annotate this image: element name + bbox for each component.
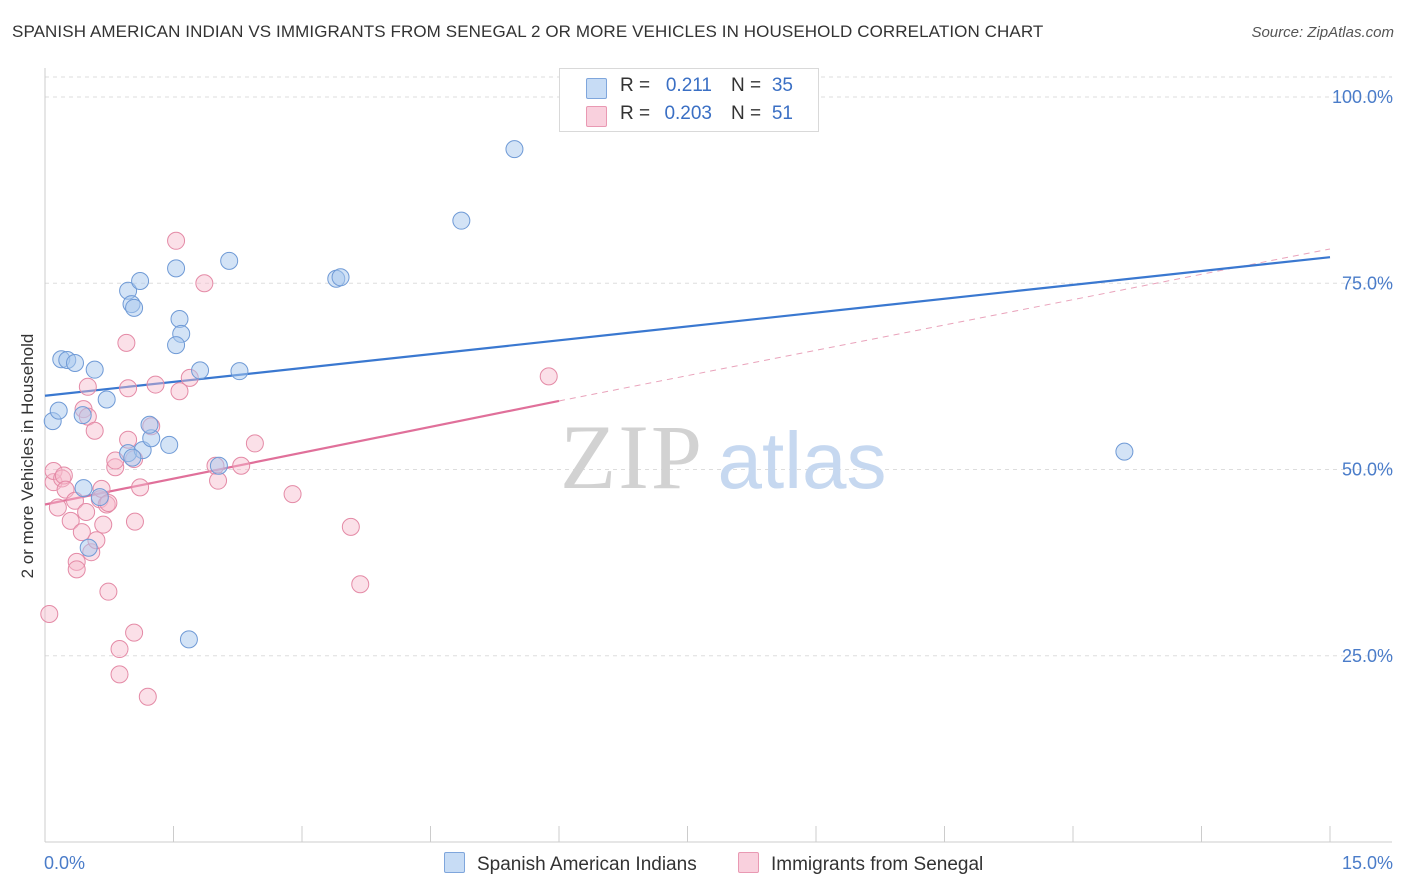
legend-r-label: R = [620, 103, 651, 124]
point-immigrants-from-senegal [131, 478, 150, 497]
point-immigrants-from-senegal [48, 498, 67, 517]
data-points [40, 140, 1134, 706]
y-tick-label: 25.0% [1342, 646, 1393, 666]
point-spanish-american-indians [97, 390, 116, 409]
point-immigrants-from-senegal [138, 687, 157, 706]
point-immigrants-from-senegal [65, 491, 84, 510]
legend-r-value: 0.211 [665, 75, 712, 96]
point-spanish-american-indians [331, 268, 350, 287]
trend-lines [44, 248, 1331, 506]
point-spanish-american-indians [170, 310, 189, 329]
point-immigrants-from-senegal [125, 623, 144, 642]
point-spanish-american-indians [49, 401, 68, 420]
point-spanish-american-indians [167, 259, 186, 278]
legend-n-label: N = [731, 75, 762, 96]
point-immigrants-from-senegal [61, 511, 80, 530]
x-tick-label: 0.0% [44, 853, 85, 873]
point-immigrants-from-senegal [78, 377, 97, 396]
point-immigrants-from-senegal [283, 485, 302, 504]
bottom-legend-spanish-american-indians: Spanish American Indians [444, 852, 697, 876]
trend-line-immigrants-from-senegal [44, 399, 560, 506]
legend-r-label: R = [620, 75, 651, 96]
chart-title: SPANISH AMERICAN INDIAN VS IMMIGRANTS FR… [12, 22, 1044, 41]
point-immigrants-from-senegal [85, 421, 104, 440]
bottom-legend-immigrants-from-senegal: Immigrants from Senegal [738, 852, 983, 876]
tick-labels: 25.0% 50.0% 75.0% 100.0% 0.0% 15.0% [44, 87, 1393, 873]
point-spanish-american-indians [167, 336, 186, 355]
legend-swatch-blue [586, 78, 607, 99]
point-immigrants-from-senegal [146, 375, 165, 394]
trend-line-immigrants-from-senegal-extension [558, 248, 1331, 402]
y-tick-label: 75.0% [1342, 273, 1393, 293]
point-immigrants-from-senegal [110, 640, 129, 659]
point-spanish-american-indians [73, 406, 92, 425]
point-spanish-american-indians [1115, 442, 1134, 461]
point-spanish-american-indians [209, 456, 228, 475]
point-immigrants-from-senegal [351, 575, 370, 594]
point-immigrants-from-senegal [195, 274, 214, 293]
y-axis-label: 2 or more Vehicles in Household [18, 333, 37, 579]
point-immigrants-from-senegal [170, 382, 189, 401]
correlation-legend: R = 0.211 N = 35 R = 0.203 N = 51 [559, 68, 819, 132]
legend-n-value: 35 [771, 75, 793, 96]
point-spanish-american-indians [131, 272, 150, 291]
point-spanish-american-indians [505, 140, 524, 159]
point-spanish-american-indians [65, 353, 84, 372]
point-immigrants-from-senegal [40, 605, 59, 624]
point-immigrants-from-senegal [341, 517, 360, 536]
point-spanish-american-indians [85, 360, 104, 379]
point-immigrants-from-senegal [117, 333, 136, 352]
point-spanish-american-indians [179, 630, 198, 649]
bottom-legend-label: Spanish American Indians [477, 854, 697, 875]
legend-row-spanish-american-indians: R = 0.211 N = 35 [560, 72, 818, 100]
point-spanish-american-indians [123, 448, 142, 467]
point-immigrants-from-senegal [245, 434, 264, 453]
point-immigrants-from-senegal [54, 466, 73, 485]
point-immigrants-from-senegal [67, 560, 86, 579]
y-tick-label: 50.0% [1342, 460, 1393, 480]
axes [44, 68, 1392, 843]
watermark-atlas: atlas [718, 416, 887, 505]
point-immigrants-from-senegal [539, 367, 558, 386]
point-immigrants-from-senegal [77, 502, 96, 521]
legend-swatch-pink [586, 106, 607, 127]
point-immigrants-from-senegal [99, 582, 118, 601]
watermark-zip: ZIP [560, 406, 704, 508]
point-spanish-american-indians [230, 362, 249, 381]
watermark: ZIP atlas [560, 406, 886, 508]
point-spanish-american-indians [160, 435, 179, 454]
point-spanish-american-indians [191, 361, 210, 380]
legend-n-value: 51 [771, 103, 793, 124]
point-spanish-american-indians [125, 298, 144, 317]
point-immigrants-from-senegal [119, 379, 138, 398]
legend-n-label: N = [731, 103, 762, 124]
point-immigrants-from-senegal [106, 458, 125, 477]
point-immigrants-from-senegal [94, 515, 113, 534]
point-spanish-american-indians [79, 538, 98, 557]
point-immigrants-from-senegal [167, 231, 186, 250]
point-spanish-american-indians [90, 488, 109, 507]
x-tick-label: 15.0% [1342, 853, 1393, 873]
point-spanish-american-indians [220, 251, 239, 270]
trend-line-spanish-american-indians [44, 256, 1331, 397]
bottom-legend-swatch-pink [738, 852, 759, 873]
point-spanish-american-indians [452, 211, 471, 230]
point-immigrants-from-senegal [110, 665, 129, 684]
legend-row-immigrants-from-senegal: R = 0.203 N = 51 [560, 100, 818, 128]
point-immigrants-from-senegal [53, 469, 72, 488]
legend-r-value: 0.203 [664, 103, 712, 124]
point-immigrants-from-senegal [72, 523, 91, 542]
point-spanish-american-indians [140, 415, 159, 434]
bottom-legend-swatch-blue [444, 852, 465, 873]
bottom-legend-label: Immigrants from Senegal [771, 854, 984, 875]
point-immigrants-from-senegal [67, 552, 86, 571]
source-attribution: Source: ZipAtlas.com [1251, 24, 1394, 41]
y-tick-label: 100.0% [1332, 87, 1393, 107]
point-immigrants-from-senegal [232, 456, 251, 475]
point-spanish-american-indians [74, 479, 93, 498]
point-immigrants-from-senegal [125, 512, 144, 531]
